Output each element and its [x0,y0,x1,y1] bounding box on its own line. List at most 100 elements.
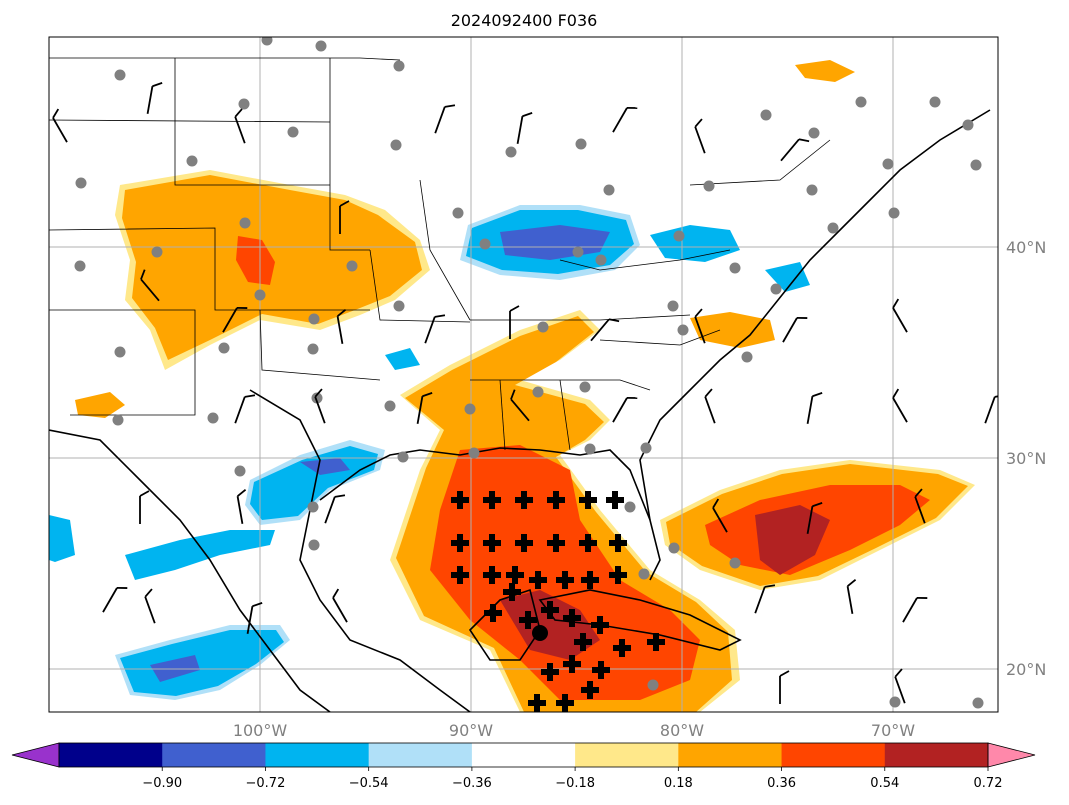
station-dot [729,262,741,274]
station-dot [207,412,219,424]
cross-marker [574,633,592,651]
colorbar-frame [58,742,989,768]
station-dot [238,98,250,110]
colorbar-tick-label: 0.36 [767,776,796,791]
wind-barb [246,602,263,634]
colorbar-tick-label: 0.72 [974,776,1003,791]
station-dot [505,146,517,158]
wind-barb [434,104,456,134]
cross-marker [503,583,521,601]
cross-marker [591,616,609,634]
colorbar-segment [162,743,266,767]
field-ok-small [385,348,420,370]
station-dot [667,300,679,312]
cross-marker [581,681,599,699]
station-dot [307,501,319,513]
station-dot [806,184,818,196]
wind-barb [806,392,823,424]
colorbar-segment [368,743,473,767]
lon-label-70w: 70°W [871,721,915,740]
station-dot [929,96,941,108]
mexico-pacific [49,429,331,712]
lon-axis-labels: 100°W 90°W 80°W 70°W [233,721,915,740]
station-dots [74,37,984,709]
station-dot [962,119,974,131]
station-dot [234,465,246,477]
wind-barbs [52,82,998,704]
wind-barb [612,106,638,133]
station-dot [74,260,86,272]
station-dot [647,679,659,691]
station-dot [537,321,549,333]
station-dot [114,346,126,358]
wind-barb [146,82,163,114]
station-dot [579,381,591,393]
cross-marker [484,604,502,622]
station-dot [186,155,198,167]
station-dot [112,414,124,426]
colorbar-segment [781,743,886,767]
colorbar-tick-label: −0.54 [349,776,389,791]
cross-marker [563,655,581,673]
station-dot [384,400,396,412]
cross-marker [515,491,533,509]
station-dot [114,69,126,81]
lat-label-20n: 20°N [1006,660,1046,679]
cross-marker [547,491,565,509]
lon-label-90w: 90°W [449,721,493,740]
colorbar-segment [471,743,576,767]
wind-barb [52,108,68,143]
field-mexico-central [125,530,275,580]
station-dot [393,60,405,72]
wind-barb [894,668,906,704]
cuba [538,589,742,651]
cross-marker [613,639,631,657]
station-dot [972,697,984,709]
station-dot [970,159,982,171]
wind-barb [806,502,823,534]
station-dot [595,254,607,266]
station-dot [741,351,753,363]
station-dot [390,139,402,151]
wind-barb [892,298,908,333]
colorbar-tick-label: 0.18 [664,776,693,791]
lat-label-30n: 30°N [1006,449,1046,468]
wind-barb [914,488,926,524]
station-dot [808,127,820,139]
gulf-coast [249,389,471,712]
field-ne-coast [765,262,810,292]
wind-barb [424,314,446,344]
field-texas-core [300,458,350,475]
cross-marker [483,491,501,509]
wind-barb [892,388,908,423]
cross-marker [483,534,501,552]
station-dot [261,37,273,46]
station-dot [308,539,320,551]
station-dot [640,442,652,454]
lat-label-40n: 40°N [1006,238,1046,257]
cross-marker [519,611,537,629]
atlantic-coast [639,109,991,521]
cross-marker [556,694,574,712]
cross-marker [506,566,524,584]
cross-marker [451,491,469,509]
station-dot [393,300,405,312]
positive-field [75,60,975,712]
field-bahamas-core [755,505,830,575]
state-borders [49,57,831,451]
cross-marker [451,534,469,552]
wind-barb [140,269,160,302]
lon-label-80w: 80°W [660,721,704,740]
field-va-coast [690,312,775,348]
colorbar-segment [575,743,679,767]
wind-barb [336,309,347,344]
colorbar-labels: −0.90 −0.72 −0.54 −0.36 −0.18 0.18 0.36 0.54 0.7… [142,776,1003,791]
wind-barb [984,394,998,424]
wind-barb [510,389,530,422]
colorbar-tick-label: −0.72 [246,776,286,791]
station-dot [151,246,163,258]
station-dot [677,324,689,336]
station-dot [889,696,901,708]
station-dot [770,283,782,295]
field-west-plains-core [236,236,275,285]
